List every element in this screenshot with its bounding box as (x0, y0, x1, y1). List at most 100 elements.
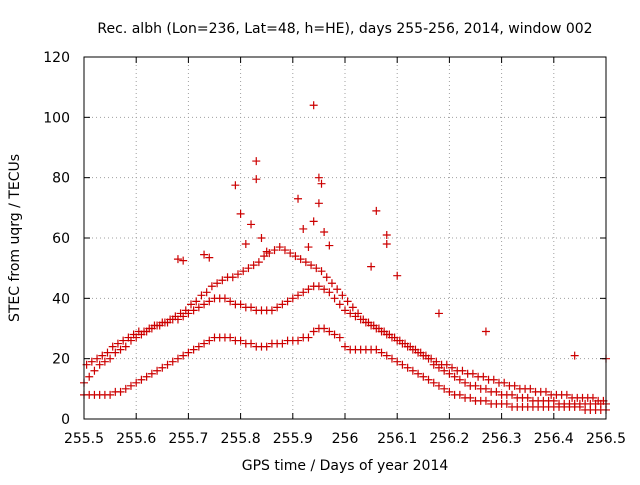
data-point (244, 264, 253, 273)
data-point (226, 297, 235, 306)
data-point (526, 384, 535, 393)
data-point (236, 336, 245, 345)
data-point (171, 312, 180, 321)
data-point (440, 384, 449, 393)
y-tick-label: 40 (52, 291, 70, 307)
data-point (283, 297, 292, 306)
data-point (103, 348, 112, 357)
data-point (455, 390, 464, 399)
data-point (382, 230, 391, 239)
data-point (247, 220, 256, 229)
data-point (411, 345, 420, 354)
data-point (481, 384, 490, 393)
data-point (304, 333, 313, 342)
data-point (252, 157, 261, 166)
data-point (374, 324, 383, 333)
data-point (508, 390, 517, 399)
data-point (549, 396, 558, 405)
data-point (372, 345, 381, 354)
data-point (121, 384, 130, 393)
data-point (197, 291, 206, 300)
data-point (364, 318, 373, 327)
data-point (309, 217, 318, 226)
data-point (247, 303, 256, 312)
data-point (343, 297, 352, 306)
data-point (286, 249, 295, 258)
data-point (382, 240, 391, 249)
x-tick-label: 256 (332, 431, 359, 447)
y-tick-label: 0 (61, 412, 70, 428)
data-point (322, 273, 331, 282)
data-point (330, 330, 339, 339)
data-point (142, 372, 151, 381)
data-point (359, 315, 368, 324)
data-point (106, 354, 115, 363)
data-point (335, 300, 344, 309)
data-point (160, 318, 169, 327)
data-point (320, 227, 329, 236)
data-point (158, 363, 167, 372)
data-point (380, 327, 389, 336)
chart-title: Rec. albh (Lon=236, Lat=48, h=HE), days … (97, 21, 592, 37)
data-point (278, 339, 287, 348)
data-points (80, 101, 610, 414)
data-point (406, 342, 415, 351)
data-point (458, 366, 467, 375)
data-point (398, 360, 407, 369)
data-point (116, 345, 125, 354)
data-point (395, 336, 404, 345)
x-tick-label: 255.9 (273, 431, 313, 447)
data-point (93, 354, 102, 363)
data-point (187, 300, 196, 309)
data-point (341, 342, 349, 351)
data-point (106, 390, 115, 399)
data-point (236, 300, 245, 309)
data-point (173, 255, 182, 264)
data-point (424, 375, 433, 384)
data-point (205, 336, 214, 345)
data-point (333, 285, 342, 294)
data-point (448, 363, 457, 372)
data-point (562, 390, 571, 399)
data-point (192, 297, 201, 306)
data-point (200, 339, 209, 348)
data-point (236, 209, 245, 218)
data-point (468, 369, 477, 378)
data-point (481, 396, 490, 405)
data-point (108, 342, 117, 351)
data-point (492, 387, 501, 396)
data-point (116, 387, 125, 396)
data-point (299, 224, 308, 233)
data-point (314, 199, 323, 208)
x-axis-label: GPS time / Days of year 2014 (242, 458, 449, 474)
data-point (228, 273, 237, 282)
data-point (163, 360, 172, 369)
data-point (176, 309, 185, 318)
data-point (570, 351, 579, 360)
data-point (194, 342, 203, 351)
data-point (479, 372, 488, 381)
x-tick-labels: 255.5 255.6 255.7 255.8 255.9 256 256.1 256.2 25… (64, 431, 626, 447)
y-axis-label: STEC from uqrg / TECUs (7, 154, 23, 322)
data-point (153, 366, 162, 375)
data-point (241, 240, 250, 249)
data-point (226, 333, 235, 342)
data-point (304, 285, 313, 294)
data-point (137, 375, 146, 384)
data-point (249, 261, 258, 270)
data-point (304, 243, 313, 252)
data-point (314, 282, 323, 291)
data-point (111, 348, 120, 357)
data-point (401, 339, 410, 348)
data-point (440, 366, 449, 375)
x-tick-label: 256.2 (429, 431, 469, 447)
data-point (502, 399, 511, 408)
data-point (254, 258, 263, 267)
data-point (85, 372, 94, 381)
data-point (421, 351, 430, 360)
data-point (341, 306, 349, 315)
x-tick-label: 256.5 (586, 431, 626, 447)
data-point (184, 348, 193, 357)
